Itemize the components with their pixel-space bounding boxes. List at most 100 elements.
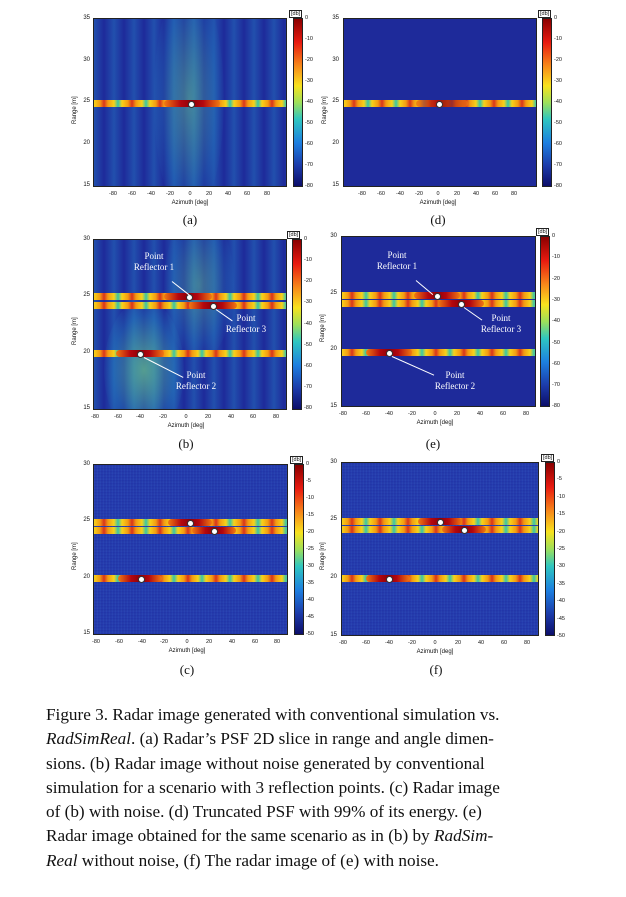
caption-text: Radar image obtained for the same scenar… [46,826,435,846]
panel-label: (e) [425,436,441,451]
colorbar-tick: -30 [554,78,562,84]
colorbar-tick: -20 [304,278,312,284]
ytick: 20 [332,140,339,146]
xtick: 20 [454,640,462,646]
annotation-point-reflector-2: Point Reflector 2 [434,370,476,391]
xtick: -40 [138,639,146,645]
colorbar-tick: -30 [557,563,565,569]
annotation-point-reflector-3: Point Reflector 3 [480,313,522,334]
colorbar-unit: [db] [541,454,555,462]
caption-line: Figure 3. Radar image generated with con… [46,705,500,724]
xtick: 20 [204,414,212,420]
colorbar-tick: -20 [306,529,314,535]
colorbar-tick: -70 [554,162,562,168]
colorbar [292,239,302,410]
colorbar-tick: -10 [304,257,312,263]
xtick: -60 [114,414,122,420]
plot-c [93,464,288,635]
xtick: 20 [453,191,461,197]
xtick: -40 [147,191,155,197]
colorbar-tick: -50 [305,120,313,126]
colorbar-tick: 0 [554,15,558,21]
caption-line: RadSimReal. (a) Radar’s PSF 2D slice in … [46,727,602,751]
xtick: -80 [91,414,99,420]
annotation-point-reflector-2: Point Reflector 2 [175,370,217,391]
xtick: -80 [339,411,347,417]
xtick: 80 [272,414,280,420]
xtick: 40 [224,191,232,197]
caption-line: of (b) with noise. (d) Truncated PSF wit… [46,802,482,822]
ytick: 35 [83,15,90,21]
plot-e: Point Reflector 1 Point Reflector 3 Poin… [341,236,536,407]
colorbar-tick: -60 [554,141,562,147]
x-axis-label: Azimuth [deg] [167,423,205,429]
ytick: 20 [83,574,90,580]
colorbar-tick: -40 [554,99,562,105]
colorbar-tick: -50 [557,633,565,639]
colorbar-tick: -80 [552,403,560,409]
ytick: 15 [330,632,337,638]
panel-label: (d) [430,212,446,227]
x-axis-label: Azimuth [deg] [416,649,454,655]
colorbar-tick: -80 [554,183,562,189]
colorbar-tick: -10 [554,36,562,42]
colorbar-tick: -50 [552,340,560,346]
xtick: 0 [433,411,437,417]
colorbar-tick: -40 [306,597,314,603]
x-axis-label: Azimuth [deg] [168,648,206,654]
colorbar-tick: -15 [557,511,565,517]
colorbar-tick: 0 [552,233,556,239]
colorbar-tick: -35 [306,580,314,586]
caption-line: Real without noise, (f) The radar image … [46,849,602,873]
plot-f [341,462,539,636]
ytick: 25 [332,98,339,104]
colorbar-tick: -10 [306,495,314,501]
colorbar-tick: -60 [304,363,312,369]
panel-label: (f) [429,662,443,677]
xtick: 20 [453,411,461,417]
xtick: -60 [115,639,123,645]
xtick: -80 [109,191,117,197]
colorbar-tick: -30 [305,78,313,84]
colorbar [545,462,555,636]
y-axis-label: Range [m] [72,317,78,345]
xtick: -40 [396,191,404,197]
colorbar-tick: -25 [306,546,314,552]
colorbar-unit: [db] [289,10,303,18]
x-axis-label: Azimuth [deg] [419,200,457,206]
xtick: -20 [159,414,167,420]
figure-caption: Figure 3. Radar image generated with con… [46,703,602,873]
panel-label: (c) [179,662,195,677]
xtick: -40 [136,414,144,420]
colorbar [294,464,304,635]
colorbar [540,236,550,407]
xtick: -60 [362,640,370,646]
xtick: 80 [273,639,281,645]
ytick: 35 [332,15,339,21]
ytick: 20 [330,346,337,352]
colorbar-unit: [db] [536,228,550,236]
xtick: 0 [433,640,437,646]
xtick: -20 [415,191,423,197]
y-axis-label: Range [m] [320,542,326,570]
xtick: -20 [408,640,416,646]
xtick: -80 [339,640,347,646]
colorbar-tick: -45 [557,616,565,622]
caption-italic: RadSim- [434,826,494,846]
colorbar-tick: -40 [552,318,560,324]
ytick: 15 [330,403,337,409]
colorbar-tick: -50 [306,631,314,637]
colorbar-tick: -60 [552,361,560,367]
xtick: -20 [408,411,416,417]
xtick: 60 [243,191,251,197]
colorbar [293,18,303,187]
xtick: 60 [499,411,507,417]
y-axis-label: Range [m] [72,542,78,570]
colorbar-unit: [db] [287,231,301,239]
caption-line: Radar image obtained for the same scenar… [46,824,602,848]
ytick: 30 [83,236,90,242]
ytick: 25 [330,516,337,522]
xtick: 80 [523,640,531,646]
colorbar-tick: -80 [304,405,312,411]
colorbar-tick: -10 [557,494,565,500]
